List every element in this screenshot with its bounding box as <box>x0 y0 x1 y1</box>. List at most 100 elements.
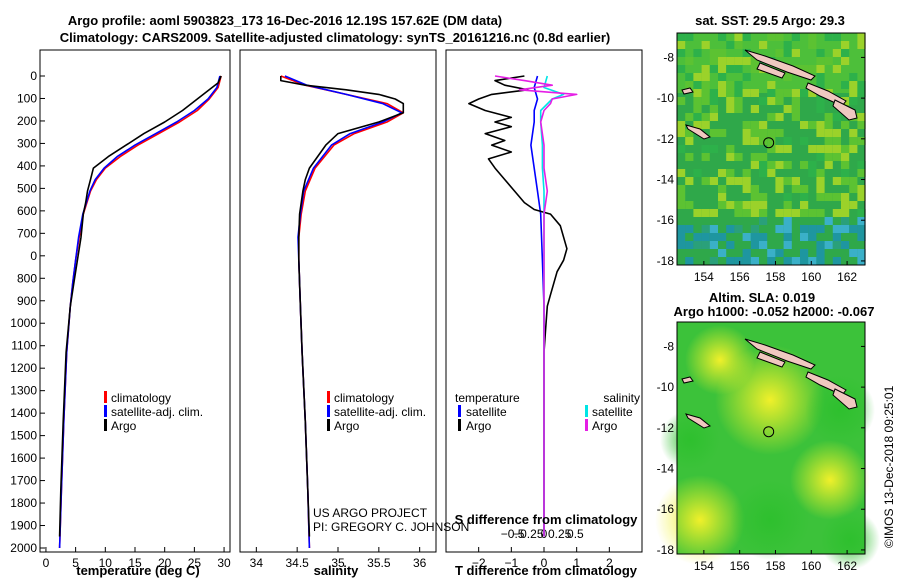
sst-pixel <box>783 217 792 225</box>
sst-pixel <box>742 49 751 57</box>
depth-tick-label: 1900 <box>10 519 37 533</box>
sst-pixel <box>832 65 841 73</box>
sst-lon-tick-label: 156 <box>730 270 750 284</box>
sla-map-axes: 154 156 158 160 162 -8 -10 -12 -14 -16 -18 <box>657 339 865 573</box>
sst-lon-tick-label: 158 <box>765 270 785 284</box>
sla-map-subtitle: Argo h1000: -0.052 h2000: -0.067 <box>674 304 875 319</box>
difference-x-tick-label: 2 <box>606 556 613 570</box>
sst-pixel <box>767 97 776 105</box>
sst-pixel <box>849 73 858 81</box>
sst-pixel <box>849 97 858 105</box>
sst-pixel <box>742 73 751 81</box>
sst-pixel <box>685 201 694 209</box>
sst-pixel <box>857 33 866 41</box>
sst-pixel <box>832 177 841 185</box>
salinity-difference-tick-label: 0.25 <box>548 527 572 541</box>
depth-tick-label: 1800 <box>10 496 37 510</box>
sst-pixel <box>742 185 751 193</box>
sst-pixel <box>808 209 817 217</box>
sst-pixel <box>775 249 784 257</box>
sst-pixel <box>734 33 743 41</box>
sst-pixel <box>734 209 743 217</box>
sst-pixel <box>677 129 686 137</box>
legend-label-climatology: climatology <box>111 391 171 405</box>
sst-pixel <box>800 137 809 145</box>
salinity-legend: climatology satellite-adj. clim. Argo <box>327 391 426 433</box>
sst-pixel <box>677 49 686 57</box>
sst-pixel <box>800 185 809 193</box>
sst-pixel <box>677 225 686 233</box>
sst-lat-tick-label: -12 <box>657 132 675 146</box>
sst-island <box>685 124 712 140</box>
sst-pixel <box>767 161 776 169</box>
temperature-panel <box>39 49 231 553</box>
sla-map-field <box>655 325 880 570</box>
salinity-difference-tick-label: −0.5 <box>501 527 525 541</box>
legend-label-argo: Argo <box>334 419 360 433</box>
sst-pixel <box>693 121 702 129</box>
depth-tick-label: 600 <box>17 204 37 218</box>
sst-pixel <box>775 33 784 41</box>
sst-pixel <box>759 121 768 129</box>
sst-pixel <box>857 249 866 257</box>
sst-pixel <box>783 161 792 169</box>
difference-lines <box>468 75 578 537</box>
legend-swatch-s-satellite <box>585 405 588 417</box>
sst-pixel <box>824 145 833 153</box>
salinity-difference-series-line <box>494 75 578 537</box>
sst-pixel <box>816 73 825 81</box>
sst-pixel <box>742 89 751 97</box>
sst-pixel <box>849 177 858 185</box>
sst-pixel <box>816 153 825 161</box>
sst-pixel <box>718 89 727 97</box>
credit-project: US ARGO PROJECT <box>313 506 428 520</box>
sst-pixel <box>742 209 751 217</box>
sst-pixel <box>677 145 686 153</box>
temperature-series-line <box>58 75 221 549</box>
sst-pixel <box>693 89 702 97</box>
depth-tick-label: 100 <box>17 91 37 105</box>
sst-pixel <box>693 73 702 81</box>
sst-pixel <box>857 169 866 177</box>
depth-tick-label: 900 <box>17 294 37 308</box>
sst-pixel <box>841 57 850 65</box>
temperature-x-tick-label: 5 <box>72 556 79 570</box>
sst-pixel <box>775 185 784 193</box>
sst-pixel <box>709 257 718 265</box>
sst-pixel <box>693 233 702 241</box>
sst-pixel <box>726 169 735 177</box>
sst-pixel <box>742 233 751 241</box>
sst-pixel <box>709 97 718 105</box>
sst-pixel <box>841 193 850 201</box>
sst-pixel <box>750 193 759 201</box>
depth-tick-label: 1100 <box>11 339 37 353</box>
sst-pixel <box>750 105 759 113</box>
sst-pixel <box>857 113 866 121</box>
sst-pixel <box>718 233 727 241</box>
temperature-series-line <box>58 75 222 549</box>
sst-pixel <box>767 169 776 177</box>
sst-pixel <box>767 145 776 153</box>
sst-pixel <box>808 225 817 233</box>
temperature-xlabel: temperature (deg C) <box>76 563 200 578</box>
sla-anomaly-patch <box>805 375 875 445</box>
depth-tick-label: 1000 <box>10 316 37 330</box>
sst-pixel <box>841 177 850 185</box>
sst-pixel <box>742 249 751 257</box>
depth-tick-label: 200 <box>17 114 37 128</box>
sst-pixel <box>767 257 776 265</box>
sst-pixel <box>849 81 858 89</box>
sst-pixel <box>734 81 743 89</box>
temperature-series-line <box>58 75 222 537</box>
sst-pixel <box>824 153 833 161</box>
sst-pixel <box>709 105 718 113</box>
sst-island <box>681 87 694 95</box>
sst-pixel <box>857 233 866 241</box>
sst-pixel <box>816 257 825 265</box>
sst-pixel <box>693 169 702 177</box>
legend-swatch-t-satellite <box>458 405 461 417</box>
sst-pixel <box>775 225 784 233</box>
sst-pixel <box>750 137 759 145</box>
sst-pixel <box>685 225 694 233</box>
sst-pixel <box>857 217 866 225</box>
